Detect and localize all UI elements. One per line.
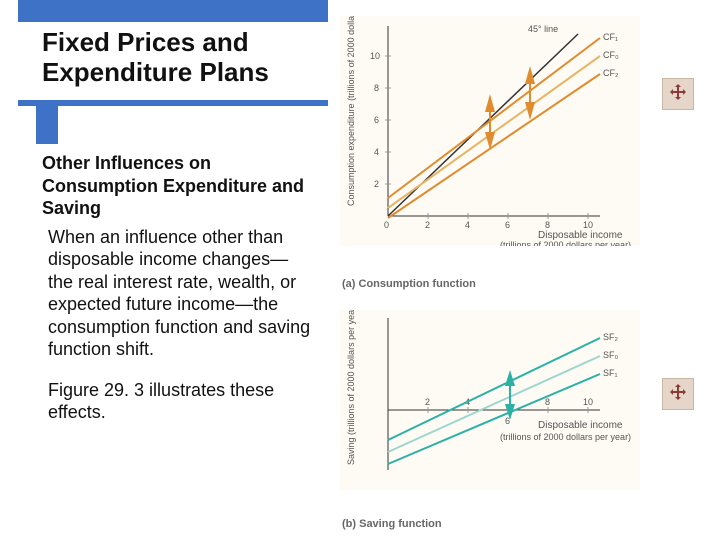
move-handle-icon[interactable] bbox=[662, 378, 694, 410]
svg-text:SF₁: SF₁ bbox=[603, 368, 618, 378]
svg-text:Disposable income: Disposable income bbox=[538, 420, 623, 431]
title-text: Fixed Prices and Expenditure Plans bbox=[42, 28, 322, 88]
svg-text:2: 2 bbox=[425, 220, 430, 230]
chart-b-caption: (b) Saving function bbox=[342, 518, 442, 530]
chart-a-caption: (a) Consumption function bbox=[342, 278, 476, 290]
svg-text:6: 6 bbox=[505, 220, 510, 230]
arrows-move-icon bbox=[666, 382, 690, 406]
svg-text:4: 4 bbox=[465, 220, 470, 230]
svg-text:2: 2 bbox=[425, 397, 430, 407]
title-tick bbox=[36, 106, 58, 144]
saving-chart-svg: 2 4 6 8 10 SF₂ SF₀ SF₁ Saving (trillions… bbox=[340, 310, 640, 490]
svg-text:Saving (trillions of 2000 doll: Saving (trillions of 2000 dollars per ye… bbox=[346, 310, 356, 465]
svg-text:8: 8 bbox=[545, 220, 550, 230]
svg-text:4: 4 bbox=[374, 147, 379, 157]
svg-text:10: 10 bbox=[583, 397, 593, 407]
svg-text:8: 8 bbox=[374, 83, 379, 93]
svg-text:CF₀: CF₀ bbox=[603, 50, 619, 60]
consumption-chart: 2 4 6 8 10 0 2 4 6 8 10 45° line CF₁ bbox=[340, 16, 640, 246]
slide-title: Fixed Prices and Expenditure Plans bbox=[42, 28, 322, 88]
consumption-chart-svg: 2 4 6 8 10 0 2 4 6 8 10 45° line CF₁ bbox=[340, 16, 640, 246]
svg-text:2: 2 bbox=[374, 179, 379, 189]
svg-text:10: 10 bbox=[583, 220, 593, 230]
svg-text:45° line: 45° line bbox=[528, 24, 558, 34]
content-block: Other Influences on Consumption Expendit… bbox=[42, 152, 312, 424]
svg-text:CF₁: CF₁ bbox=[603, 32, 618, 42]
svg-text:(trillions of 2000 dollars per: (trillions of 2000 dollars per year) bbox=[500, 240, 631, 246]
svg-text:CF₂: CF₂ bbox=[603, 68, 619, 78]
arrows-move-icon bbox=[666, 82, 690, 106]
svg-text:(trillions of 2000 dollars per: (trillions of 2000 dollars per year) bbox=[500, 432, 631, 442]
move-handle-icon[interactable] bbox=[662, 78, 694, 110]
body-paragraph-1: When an influence other than disposable … bbox=[48, 226, 312, 361]
header-bar bbox=[18, 0, 328, 22]
subheading: Other Influences on Consumption Expendit… bbox=[42, 152, 312, 220]
title-underline bbox=[18, 100, 328, 106]
svg-text:10: 10 bbox=[370, 51, 380, 61]
svg-text:6: 6 bbox=[374, 115, 379, 125]
svg-text:Consumption expenditure (trill: Consumption expenditure (trillions of 20… bbox=[346, 16, 356, 206]
svg-text:0: 0 bbox=[384, 220, 389, 230]
svg-text:8: 8 bbox=[545, 397, 550, 407]
svg-text:SF₂: SF₂ bbox=[603, 332, 619, 342]
svg-text:SF₀: SF₀ bbox=[603, 350, 619, 360]
body-paragraph-2: Figure 29. 3 illustrates these effects. bbox=[48, 379, 312, 424]
saving-chart: 2 4 6 8 10 SF₂ SF₀ SF₁ Saving (trillions… bbox=[340, 310, 640, 490]
